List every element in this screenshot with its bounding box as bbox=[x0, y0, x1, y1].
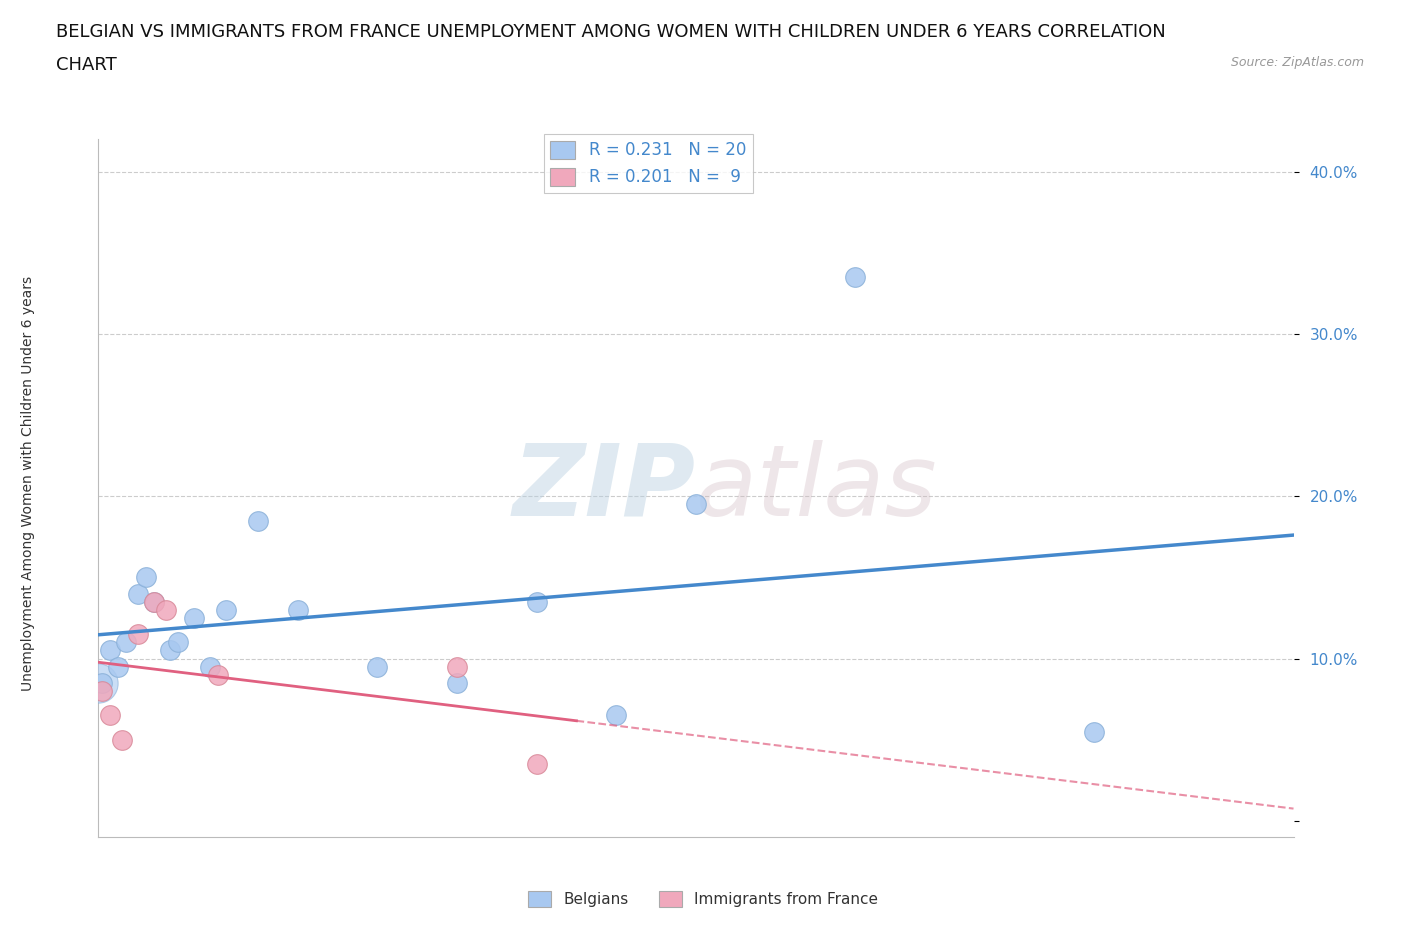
Point bbox=[605, 708, 627, 723]
Point bbox=[366, 659, 388, 674]
Text: Unemployment Among Women with Children Under 6 years: Unemployment Among Women with Children U… bbox=[21, 276, 35, 691]
Point bbox=[159, 643, 181, 658]
Point bbox=[127, 627, 149, 642]
Point bbox=[91, 675, 114, 690]
Point bbox=[207, 668, 229, 683]
Point bbox=[143, 594, 166, 609]
Point bbox=[198, 659, 221, 674]
Point bbox=[246, 513, 269, 528]
Point bbox=[287, 603, 309, 618]
Text: atlas: atlas bbox=[696, 440, 938, 537]
Legend: R = 0.231   N = 20, R = 0.201   N =  9: R = 0.231 N = 20, R = 0.201 N = 9 bbox=[544, 134, 752, 193]
Point bbox=[155, 603, 177, 618]
Point bbox=[183, 611, 205, 626]
Point bbox=[685, 497, 707, 512]
Point bbox=[115, 635, 138, 650]
Point bbox=[111, 732, 134, 747]
Point bbox=[167, 635, 190, 650]
Point bbox=[215, 603, 238, 618]
Text: ZIP: ZIP bbox=[513, 440, 696, 537]
Text: BELGIAN VS IMMIGRANTS FROM FRANCE UNEMPLOYMENT AMONG WOMEN WITH CHILDREN UNDER 6: BELGIAN VS IMMIGRANTS FROM FRANCE UNEMPL… bbox=[56, 23, 1166, 41]
Point bbox=[526, 594, 548, 609]
Point bbox=[91, 684, 114, 698]
Point bbox=[526, 757, 548, 772]
Point bbox=[107, 659, 129, 674]
Point bbox=[446, 659, 468, 674]
Point bbox=[143, 594, 166, 609]
Point bbox=[1083, 724, 1105, 739]
Point bbox=[98, 643, 122, 658]
Point bbox=[87, 675, 110, 690]
Legend: Belgians, Immigrants from France: Belgians, Immigrants from France bbox=[522, 884, 884, 913]
Point bbox=[98, 708, 122, 723]
Text: CHART: CHART bbox=[56, 56, 117, 73]
Point bbox=[135, 570, 157, 585]
Point bbox=[844, 270, 866, 285]
Text: Source: ZipAtlas.com: Source: ZipAtlas.com bbox=[1230, 56, 1364, 69]
Point bbox=[446, 675, 468, 690]
Point bbox=[127, 586, 149, 601]
